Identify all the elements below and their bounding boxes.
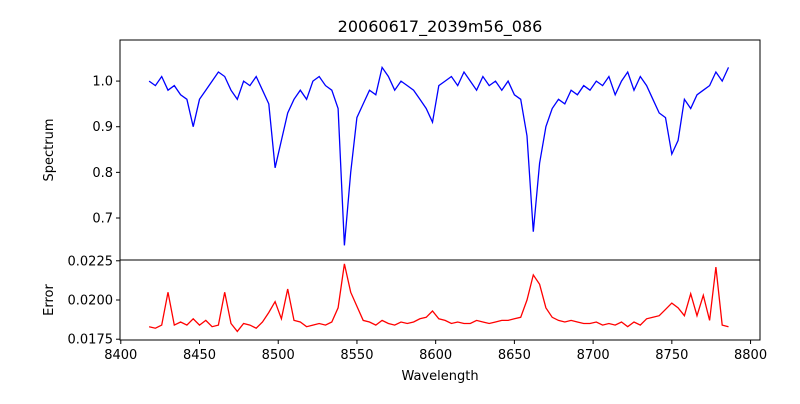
y-axis-label-spectrum: Spectrum — [42, 119, 57, 182]
y-tick-label: 0.9 — [92, 120, 113, 135]
x-tick-label: 8550 — [340, 348, 373, 363]
y-tick-label: 0.0175 — [68, 333, 114, 348]
error-axes: 0.0175 0.0200 0.0225 8400 8450 8500 8550 8600 86… — [68, 254, 768, 363]
error-series-line — [148, 263, 729, 333]
y-tick-label: 0.0225 — [68, 254, 114, 269]
y-tick-label: 1.0 — [92, 75, 113, 90]
x-tick-label: 8450 — [183, 348, 216, 363]
y-tick-label: 0.8 — [92, 166, 113, 181]
y-tick-label: 0.0200 — [68, 294, 114, 309]
y-axis-label-error: Error — [42, 284, 57, 316]
chart-title: 20060617_2039m56_086 — [338, 17, 543, 37]
x-tick-label: 8500 — [262, 348, 295, 363]
x-tick-label: 8650 — [498, 348, 531, 363]
spectrum-series-line — [148, 65, 730, 246]
x-tick-label: 8800 — [734, 348, 767, 363]
x-tick-label: 8750 — [655, 348, 688, 363]
y-tick-label: 0.7 — [92, 212, 113, 227]
x-tick-label: 8700 — [577, 348, 610, 363]
x-axis-label: Wavelength — [401, 369, 478, 384]
x-tick-label: 8400 — [104, 348, 137, 363]
x-tick-label: 8600 — [419, 348, 452, 363]
